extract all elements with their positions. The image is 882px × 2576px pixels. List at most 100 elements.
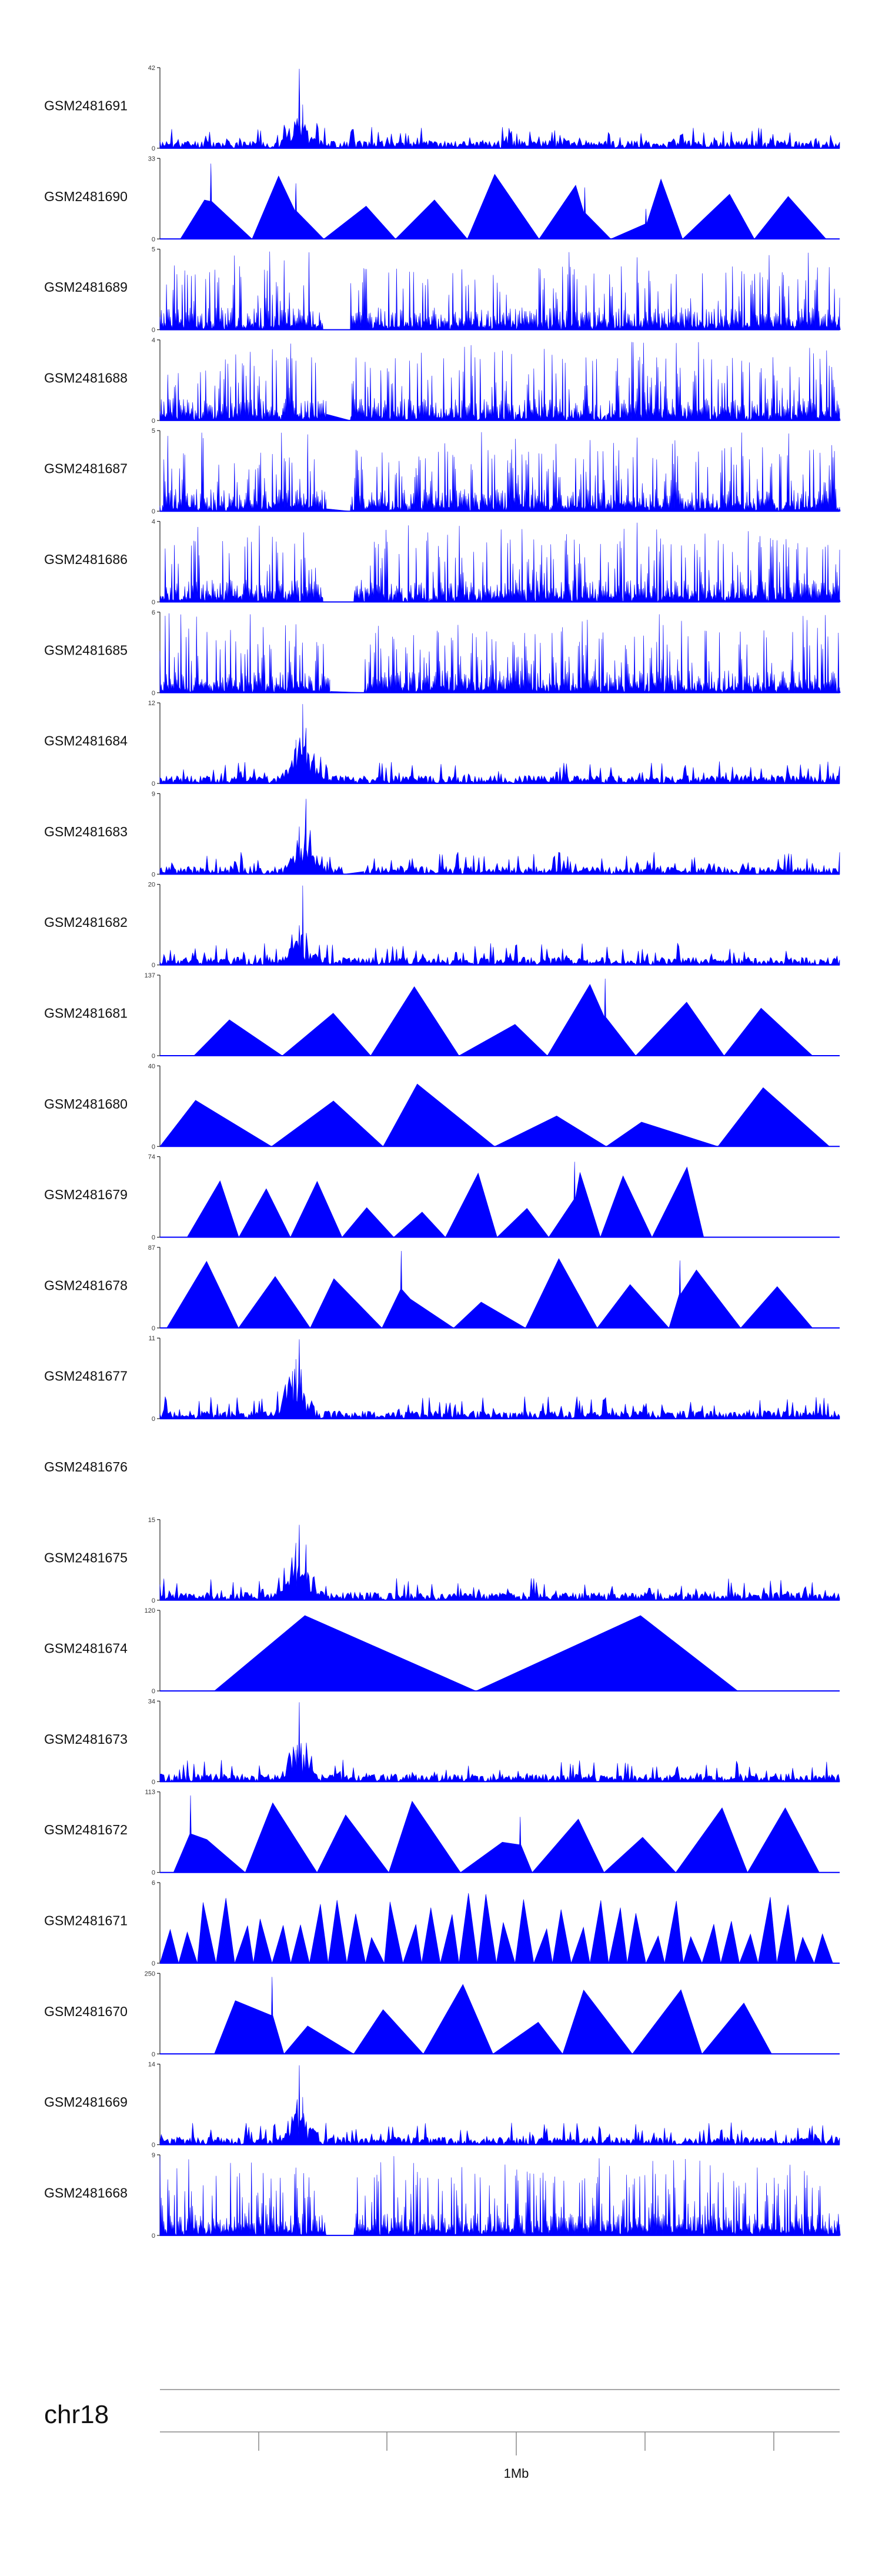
track-label: GSM2481678 [44, 1277, 128, 1293]
track-label: GSM2481668 [44, 2185, 128, 2200]
y-tick-label-max: 42 [148, 65, 155, 72]
y-tick-label-min: 0 [152, 1416, 155, 1423]
track-label: GSM2481685 [44, 642, 128, 658]
track-label: GSM2481687 [44, 461, 128, 476]
track-label: GSM2481681 [44, 1006, 128, 1021]
track-GSM2481690: GSM2481690 33 0 [44, 155, 840, 243]
y-tick-label-max: 74 [148, 1154, 155, 1161]
track-GSM2481684: GSM2481684 12 0 [44, 700, 840, 788]
track-signal-area [159, 613, 841, 693]
y-tick-label-min: 0 [152, 2142, 155, 2149]
y-tick-label-max: 9 [152, 790, 155, 798]
track-GSM2481669: GSM2481669 14 0 [44, 2061, 840, 2149]
track-GSM2481678: GSM2481678 87 0 [44, 1244, 840, 1332]
track-label: GSM2481689 [44, 279, 128, 295]
track-label: GSM2481684 [44, 733, 128, 749]
track-signal-area [159, 342, 841, 421]
y-tick-label-min: 0 [152, 145, 155, 152]
y-tick-label-min: 0 [152, 1325, 155, 1332]
y-tick-label-min: 0 [152, 1778, 155, 1786]
y-tick-label-max: 9 [152, 2152, 155, 2159]
y-tick-label-min: 0 [152, 1870, 155, 1877]
track-signal-area [159, 2065, 840, 2145]
track-label: GSM2481670 [44, 2004, 128, 2019]
y-tick-label-min: 0 [152, 1053, 155, 1060]
track-signal-area [180, 163, 827, 239]
y-tick-label-max: 5 [152, 428, 155, 435]
chromosome-panel: chr18 1Mb [44, 2389, 840, 2481]
y-tick-label-max: 4 [152, 337, 155, 344]
track-label: GSM2481674 [44, 1641, 128, 1656]
scale-label: 1Mb [504, 2466, 529, 2481]
y-tick-label-min: 0 [152, 962, 155, 969]
track-GSM2481685: GSM2481685 6 0 [44, 609, 841, 697]
track-signal-area [214, 1977, 772, 2054]
y-tick-label-min: 0 [152, 236, 155, 243]
track-signal-area [186, 1162, 704, 1238]
y-tick-label-max: 33 [148, 155, 155, 162]
y-tick-label-max: 20 [148, 882, 155, 889]
track-signal-area [166, 1250, 813, 1329]
y-tick-label-min: 0 [152, 418, 155, 425]
track-GSM2481688: GSM2481688 4 0 [44, 337, 841, 425]
track-label: GSM2481677 [44, 1369, 128, 1384]
track-GSM2481682: GSM2481682 20 0 [44, 882, 840, 969]
chromosome-label: chr18 [44, 2400, 109, 2429]
track-GSM2481676: GSM2481676 [44, 1459, 128, 1474]
y-tick-label-max: 6 [152, 609, 155, 616]
track-signal-area [159, 522, 841, 603]
track-label: GSM2481691 [44, 98, 128, 114]
track-GSM2481671: GSM2481671 6 0 [44, 1880, 840, 1967]
track-signal-area [193, 978, 813, 1056]
track-signal-area [159, 432, 841, 512]
track-GSM2481675: GSM2481675 15 0 [44, 1517, 840, 1604]
y-tick-label-min: 0 [152, 690, 155, 697]
y-tick-label-min: 0 [152, 1597, 155, 1604]
y-tick-label-min: 0 [152, 871, 155, 878]
track-GSM2481677: GSM2481677 11 0 [44, 1335, 840, 1423]
track-signal-area [159, 1083, 830, 1147]
y-tick-label-min: 0 [152, 1234, 155, 1242]
track-GSM2481687: GSM2481687 5 0 [44, 428, 841, 515]
y-tick-label-min: 0 [152, 327, 155, 334]
y-tick-label-max: 4 [152, 519, 155, 526]
y-tick-label-min: 0 [152, 1688, 155, 1695]
track-label: GSM2481675 [44, 1550, 128, 1565]
track-GSM2481689: GSM2481689 5 0 [44, 246, 841, 334]
y-tick-label-min: 0 [152, 2233, 155, 2240]
track-signal-area [159, 68, 840, 149]
track-label: GSM2481672 [44, 1822, 128, 1837]
track-GSM2481673: GSM2481673 34 0 [44, 1698, 840, 1786]
y-tick-label-max: 5 [152, 246, 155, 253]
track-GSM2481679: GSM2481679 74 0 [44, 1154, 840, 1242]
track-label: GSM2481679 [44, 1187, 128, 1202]
track-label: GSM2481682 [44, 915, 128, 930]
track-signal-area [173, 1795, 820, 1873]
track-GSM2481691: GSM2481691 42 0 [44, 65, 840, 152]
track-GSM2481686: GSM2481686 4 0 [44, 519, 841, 606]
track-label: GSM2481680 [44, 1096, 128, 1112]
track-GSM2481683: GSM2481683 9 0 [44, 790, 840, 878]
y-tick-label-max: 250 [145, 1970, 155, 1977]
track-GSM2481670: GSM2481670 250 0 [44, 1970, 840, 2058]
y-tick-label-max: 120 [145, 1607, 155, 1614]
track-GSM2481668: GSM2481668 9 0 [44, 2152, 841, 2240]
y-tick-label-max: 12 [148, 700, 155, 707]
track-GSM2481674: GSM2481674 120 0 [44, 1607, 840, 1695]
track-signal-area [159, 251, 841, 330]
y-tick-label-max: 137 [145, 972, 155, 979]
y-tick-label-min: 0 [152, 1143, 155, 1150]
y-tick-label-max: 87 [148, 1244, 155, 1252]
y-tick-label-max: 15 [148, 1517, 155, 1524]
track-label: GSM2481673 [44, 1731, 128, 1747]
y-tick-label-max: 34 [148, 1698, 155, 1705]
track-label: GSM2481683 [44, 824, 128, 839]
track-label: GSM2481688 [44, 370, 128, 385]
track-signal-area [159, 885, 840, 966]
y-tick-label-max: 11 [149, 1335, 155, 1342]
track-signal-area [159, 1524, 840, 1601]
track-GSM2481672: GSM2481672 113 0 [44, 1789, 840, 1877]
y-tick-label-min: 0 [152, 599, 155, 606]
track-signal-area [213, 1615, 739, 1691]
